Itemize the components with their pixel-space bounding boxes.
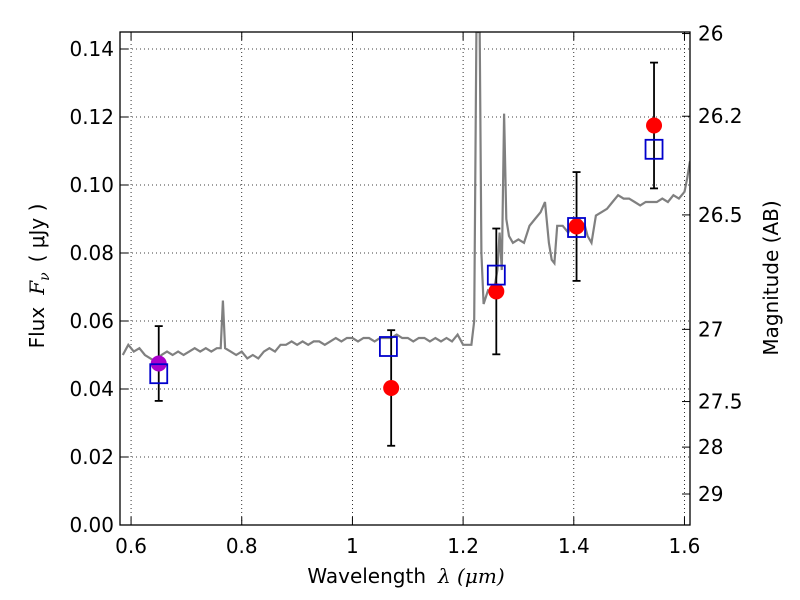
y-tick-label: 0.06 xyxy=(69,309,114,333)
y-tick-label: 0.12 xyxy=(69,105,114,129)
spectrum-layer xyxy=(121,32,690,364)
y2-tick-label: 26 xyxy=(698,22,723,46)
y2-tick-label: 26.2 xyxy=(698,104,743,128)
y-tick-label: 0.02 xyxy=(69,445,114,469)
y-tick-label: 0.08 xyxy=(69,241,114,265)
grid-lines xyxy=(120,32,690,526)
y2-tick-labels: 26 26.2 26.5 27 27.5 28 29 xyxy=(698,22,743,506)
x-tick-label: 1.2 xyxy=(447,534,479,558)
y-tick-label: 0.04 xyxy=(69,377,114,401)
y-tick-label: 0.00 xyxy=(69,513,114,537)
observed-point xyxy=(488,283,505,300)
x-axis-label: Wavelength λ (μm) xyxy=(307,564,504,588)
x-tick-label: 1.6 xyxy=(669,534,701,558)
y2-tick-label: 29 xyxy=(698,482,723,506)
observed-point xyxy=(383,379,400,396)
plot-frame xyxy=(119,31,691,526)
observed-point xyxy=(568,218,585,235)
tick-marks xyxy=(120,32,690,526)
model-square xyxy=(567,217,586,238)
y-tick-label: 0.14 xyxy=(69,37,114,61)
y2-tick-label: 28 xyxy=(698,435,723,459)
model-square xyxy=(644,138,664,160)
x-tick-labels: 0.6 0.8 1 1.2 1.4 1.6 xyxy=(115,534,700,558)
y2-tick-label: 27 xyxy=(698,317,723,341)
x-tick-label: 0.8 xyxy=(226,534,258,558)
model-square xyxy=(378,336,398,357)
model-squares-layer xyxy=(149,138,664,385)
y2-tick-label: 26.5 xyxy=(698,203,743,227)
y-axis-label: FluxFν( μJy ) xyxy=(25,204,53,349)
observed-points-layer xyxy=(150,117,663,396)
y-tick-label: 0.10 xyxy=(69,173,114,197)
x-tick-label: 1 xyxy=(346,534,359,558)
y2-axis-label: Magnitude (AB) xyxy=(759,200,783,355)
x-tick-label: 0.6 xyxy=(115,534,147,558)
model-square xyxy=(149,363,169,385)
y2-tick-label: 27.5 xyxy=(698,390,743,414)
model-square xyxy=(486,264,506,286)
x-tick-label: 1.4 xyxy=(558,534,590,558)
errorbar-layer xyxy=(154,61,659,447)
y-tick-labels: 0.00 0.02 0.04 0.06 0.08 0.10 0.12 0.14 xyxy=(69,37,114,537)
spectrum-line xyxy=(121,32,690,364)
observed-point xyxy=(646,117,663,134)
